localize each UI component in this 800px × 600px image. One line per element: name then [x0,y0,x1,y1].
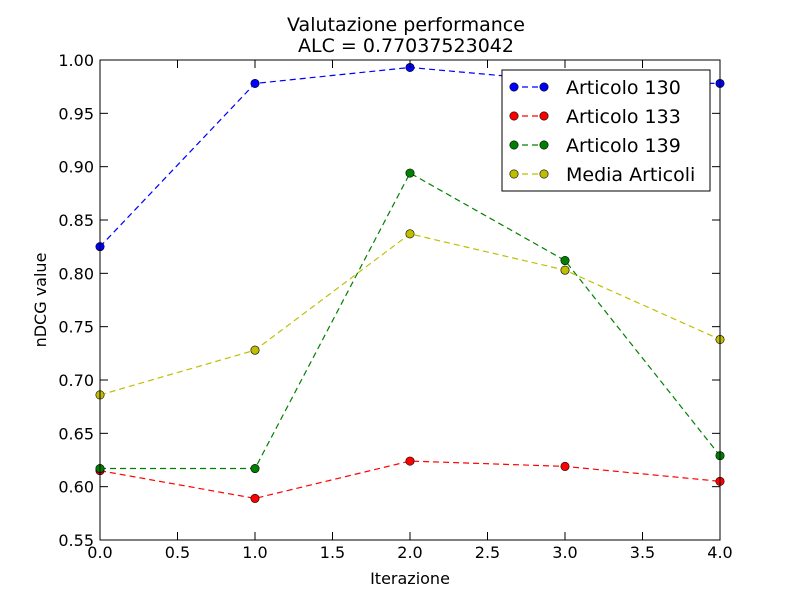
legend-label: Articolo 139 [566,135,681,157]
data-point [560,461,570,471]
y-tick-label: 0.65 [58,424,94,443]
legend-marker [509,82,519,92]
legend-box [501,69,711,192]
x-tick-label: 0.5 [165,543,190,562]
y-tick-label: 0.55 [58,531,94,550]
data-point [250,78,260,88]
legend-marker [539,169,549,179]
y-tick-label: 0.85 [58,211,94,230]
legend-entry: Media Articoli [509,164,695,186]
series-line [100,172,721,470]
y-axis-label: nDCG value [31,253,50,348]
x-tick-label: 0.0 [87,543,112,562]
y-tick-label: 0.95 [58,104,94,123]
legend-entry: Articolo 130 [509,77,681,99]
series-3 [95,168,725,474]
legend-marker [509,111,519,121]
y-tick-label: 0.75 [58,318,94,337]
y-tick-label: 0.90 [58,158,94,177]
data-point [250,464,260,474]
legend-entry: Articolo 133 [509,106,681,128]
series-4 [95,229,725,400]
x-tick-label: 3.0 [552,543,577,562]
y-tick-label: 1.00 [58,51,94,70]
series-line [99,460,721,500]
tick-layer: 0.0 0.5 1.0 1.5 2.0 2.5 3.0 3.5 4.0 0.55 0.60 0.65 0… [58,51,732,562]
legend-label: Articolo 130 [566,77,681,99]
legend-marker [539,82,549,92]
data-point [405,456,415,466]
chart-title: Valutazione performance [287,14,525,36]
x-tick-label: 4.0 [707,543,732,562]
data-point [560,256,570,266]
legend-label: Articolo 133 [566,106,681,128]
data-point [405,229,415,239]
legend-label: Media Articoli [566,164,695,186]
x-tick-label: 1.5 [320,543,345,562]
x-axis-label: Iterazione [370,569,450,588]
legend-marker [539,140,549,150]
data-point [250,493,260,503]
y-tick-label: 0.60 [58,478,94,497]
x-tick-label: 2.5 [475,543,500,562]
data-point [560,265,570,275]
series-2 [95,456,725,503]
data-point [250,345,260,355]
legend-entry: Articolo 139 [509,135,681,157]
legend: Articolo 130 Articolo 133 Articolo 139 Medi… [501,69,711,192]
legend-marker [539,111,549,121]
legend-marker [509,169,519,179]
chart-subtitle: ALC = 0.77037523042 [298,35,514,57]
y-tick-label: 0.70 [58,371,94,390]
series-line [99,233,721,396]
x-tick-label: 2.0 [397,543,422,562]
x-tick-label: 3.5 [630,543,655,562]
y-tick-label: 0.80 [58,264,94,283]
legend-marker [509,140,519,150]
x-tick-label: 1.0 [242,543,267,562]
data-point [405,168,415,178]
